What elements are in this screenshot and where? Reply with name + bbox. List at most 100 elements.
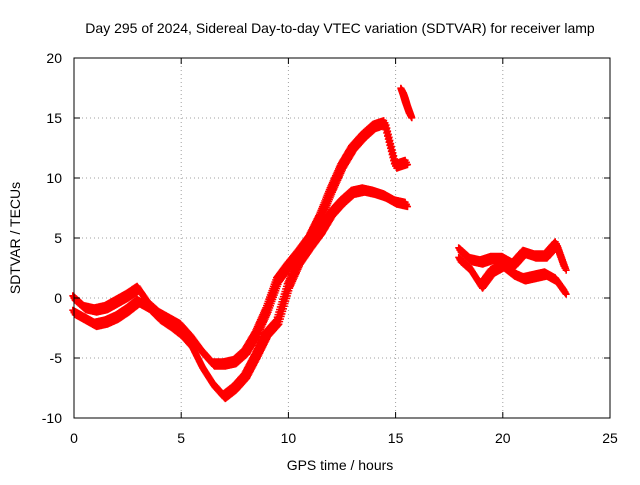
data-point: [242, 372, 250, 380]
y-tick-label: -10: [42, 410, 62, 426]
data-point: [456, 256, 464, 264]
data-point: [400, 92, 408, 100]
data-point: [263, 306, 271, 314]
data-point: [510, 270, 518, 278]
data-point: [381, 192, 389, 200]
data-point: [113, 313, 121, 321]
data-point: [392, 198, 400, 206]
data-point: [317, 212, 325, 220]
y-axis-label: SDTVAR / TECUs: [7, 182, 23, 294]
series-3: [455, 238, 570, 274]
data-point: [349, 188, 357, 196]
data-point: [124, 292, 132, 300]
data-point: [561, 264, 569, 272]
data-point: [561, 288, 569, 296]
data-point: [242, 348, 250, 356]
data-point: [231, 358, 239, 366]
data-point: [209, 360, 217, 368]
data-point: [81, 304, 89, 312]
data-point: [370, 188, 378, 196]
data-point: [499, 262, 507, 270]
data-point: [188, 342, 196, 350]
x-axis: 0 5 10 15 20 25: [70, 58, 618, 446]
data-point: [531, 272, 539, 280]
data-point: [542, 270, 550, 278]
data-point: [91, 306, 99, 314]
data-point: [177, 322, 185, 330]
y-tick-label: 20: [46, 50, 62, 66]
data-point: [274, 276, 282, 284]
y-axis: -10 -5 0 5 10 15 20: [42, 50, 610, 426]
series-2: [397, 84, 416, 122]
x-tick-label: 15: [388, 430, 404, 446]
data-point: [404, 106, 412, 114]
y-tick-label: 10: [46, 170, 62, 186]
data-point: [199, 348, 207, 356]
data-point: [402, 200, 410, 208]
data-point: [306, 242, 314, 250]
x-tick-label: 20: [495, 430, 511, 446]
data-point: [477, 282, 485, 290]
data-point: [252, 330, 260, 338]
data-point: [284, 282, 292, 290]
x-tick-label: 25: [602, 430, 618, 446]
data-point: [156, 314, 164, 322]
data-point: [467, 256, 475, 264]
data-point: [552, 276, 560, 284]
x-axis-label: GPS time / hours: [287, 457, 394, 473]
data-point: [199, 364, 207, 372]
data-point: [220, 360, 228, 368]
data-point: [317, 228, 325, 236]
data-point: [177, 330, 185, 338]
series-4: [455, 253, 570, 298]
data-point: [209, 380, 217, 388]
x-tick-label: 5: [177, 430, 185, 446]
data-point: [134, 298, 142, 306]
y-tick-label: 5: [54, 230, 62, 246]
data-point: [402, 100, 410, 108]
data-point: [284, 262, 292, 270]
data-point: [295, 258, 303, 266]
data-point: [381, 119, 389, 127]
data-point: [252, 352, 260, 360]
data-point: [113, 298, 121, 306]
data-point: [510, 260, 518, 268]
data-point: [274, 318, 282, 326]
data-point: [520, 275, 528, 283]
data-point: [392, 162, 400, 170]
data-point: [407, 112, 415, 120]
data-point: [488, 268, 496, 276]
x-tick-label: 10: [281, 430, 297, 446]
data-point: [520, 248, 528, 256]
data-point: [338, 162, 346, 170]
data-point: [477, 258, 485, 266]
data-point: [327, 210, 335, 218]
data-point: [338, 198, 346, 206]
data-point: [402, 158, 410, 166]
data-point: [467, 265, 475, 273]
data-point: [327, 186, 335, 194]
data-point: [166, 322, 174, 330]
x-tick-label: 0: [70, 430, 78, 446]
data-point: [552, 240, 560, 248]
y-tick-label: 0: [54, 290, 62, 306]
data-point: [91, 320, 99, 328]
chart-title: Day 295 of 2024, Sidereal Day-to-day VTE…: [85, 20, 595, 36]
data-point: [134, 284, 142, 292]
data-point: [531, 252, 539, 260]
data-point: [398, 86, 406, 94]
data-point: [349, 144, 357, 152]
marks-layer: [69, 84, 570, 403]
data-point: [145, 304, 153, 312]
data-point: [231, 384, 239, 392]
data-point: [102, 318, 110, 326]
data-point: [488, 254, 496, 262]
data-point: [124, 306, 132, 314]
data-point: [370, 122, 378, 130]
data-point: [220, 392, 228, 400]
data-point: [188, 334, 196, 342]
data-point: [102, 304, 110, 312]
series-1: [69, 184, 412, 403]
